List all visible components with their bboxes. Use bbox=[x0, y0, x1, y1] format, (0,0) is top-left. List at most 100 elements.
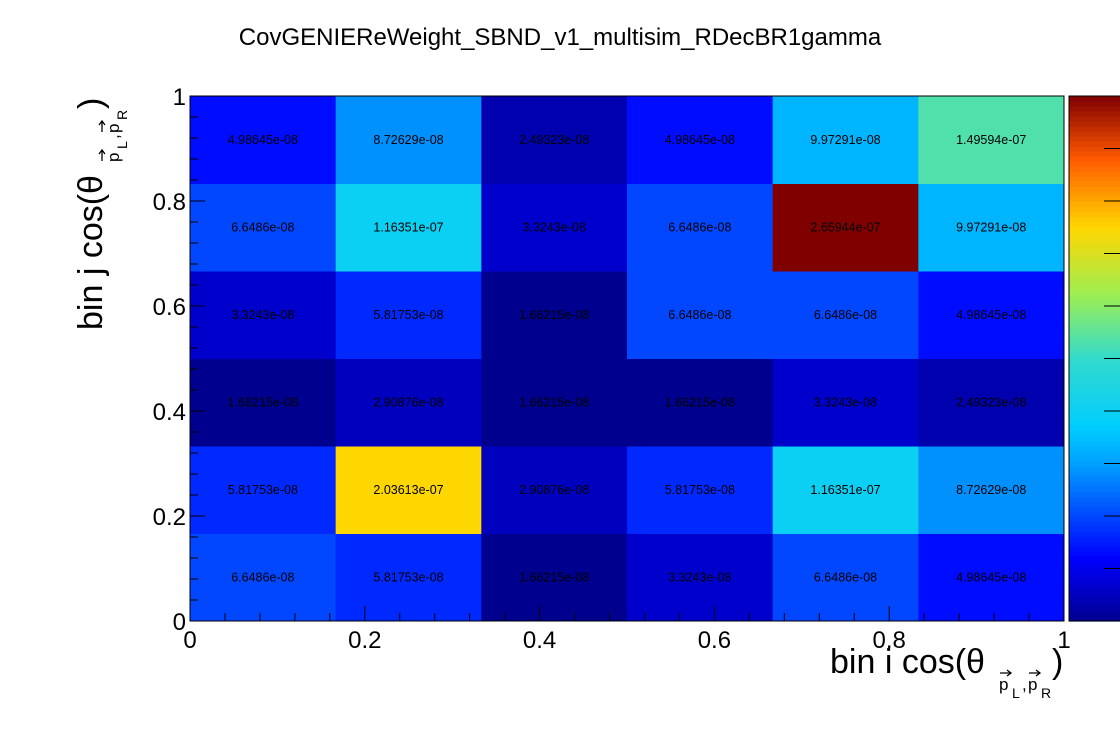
heatmap-cell bbox=[190, 271, 337, 359]
cell-value-label: 8.72629e-08 bbox=[373, 133, 443, 147]
heatmap-cell bbox=[335, 183, 482, 272]
y-axis-label-main: bin j cos(θ bbox=[72, 175, 110, 330]
color-scale-frame bbox=[1068, 95, 1120, 622]
cell-value-label: 1.16351e-07 bbox=[810, 483, 880, 497]
cell-value-label: 1.66215e-08 bbox=[519, 395, 589, 409]
color-scale-step bbox=[1069, 136, 1120, 142]
color-scale-step bbox=[1069, 226, 1120, 232]
color-scale-step bbox=[1069, 171, 1120, 177]
color-scale-step bbox=[1069, 521, 1120, 527]
cell-value-label: 5.81753e-08 bbox=[665, 483, 735, 497]
plot-frame bbox=[189, 95, 1065, 622]
heatmap-cell bbox=[772, 446, 919, 534]
color-scale-step bbox=[1069, 486, 1120, 492]
cell-value-label: 1.66215e-08 bbox=[228, 395, 298, 409]
color-scale-step bbox=[1069, 156, 1120, 162]
color-scale-step bbox=[1069, 261, 1120, 267]
color-scale-step bbox=[1069, 116, 1120, 122]
heatmap-cell bbox=[627, 446, 774, 534]
heatmap-cell bbox=[918, 533, 1065, 622]
heatmap-cell bbox=[772, 271, 919, 359]
color-scale-step bbox=[1069, 356, 1120, 362]
color-scale-step bbox=[1069, 376, 1120, 382]
x-axis-sub-l: L bbox=[1012, 685, 1020, 701]
color-scale-step bbox=[1069, 571, 1120, 577]
heatmap-cell bbox=[481, 446, 628, 534]
heatmap-cell bbox=[918, 96, 1065, 184]
color-scale-step bbox=[1069, 401, 1120, 407]
heatmap-cell bbox=[335, 358, 482, 447]
heatmap-cell-labels: 6.6486e-08 5.81753e-08 1.66215e-08 3.3243e-… bbox=[228, 133, 1027, 585]
color-scale-step bbox=[1069, 241, 1120, 247]
color-scale-step bbox=[1069, 391, 1120, 397]
color-scale-step bbox=[1069, 541, 1120, 547]
y-axis-sub-p2: p bbox=[104, 124, 123, 133]
color-scale-step bbox=[1069, 146, 1120, 152]
heatmap-cells bbox=[190, 96, 1065, 622]
color-scale-step bbox=[1069, 336, 1120, 342]
color-scale-step bbox=[1069, 126, 1120, 132]
cell-value-label: 6.6486e-08 bbox=[231, 570, 294, 584]
color-scale-step bbox=[1069, 246, 1120, 252]
color-scale-step bbox=[1069, 211, 1120, 217]
y-vector-arrow-icon bbox=[98, 148, 106, 161]
cell-value-label: 5.81753e-08 bbox=[373, 570, 443, 584]
heatmap-cell bbox=[918, 446, 1065, 534]
color-scale-step bbox=[1069, 96, 1120, 102]
cell-value-label: 2.90876e-08 bbox=[373, 395, 443, 409]
cell-value-label: 4.98645e-08 bbox=[228, 133, 298, 147]
y-axis-sub-p1: p bbox=[104, 153, 123, 162]
color-scale-step bbox=[1069, 591, 1120, 597]
cell-value-label: 6.6486e-08 bbox=[668, 308, 731, 322]
heatmap-cell bbox=[918, 183, 1065, 272]
cell-value-label: 4.98645e-08 bbox=[956, 308, 1026, 322]
color-scale-step bbox=[1069, 531, 1120, 537]
heatmap-cell bbox=[481, 358, 628, 447]
y-axis-sub-l: L bbox=[114, 141, 130, 149]
color-scale-step bbox=[1069, 341, 1120, 347]
x-axis-sub-p1: p bbox=[999, 675, 1008, 694]
color-scale-step bbox=[1069, 206, 1120, 212]
cell-value-label: 8.72629e-08 bbox=[956, 483, 1026, 497]
color-scale-step bbox=[1069, 411, 1120, 417]
cell-value-label: 2.49323e-08 bbox=[519, 133, 589, 147]
color-scale-step bbox=[1069, 576, 1120, 582]
heatmap-cell bbox=[772, 96, 919, 184]
color-scale-ticks bbox=[1104, 95, 1120, 622]
color-scale-step bbox=[1069, 481, 1120, 487]
heatmap-cell bbox=[772, 183, 919, 272]
color-scale-step bbox=[1069, 446, 1120, 452]
y-axis-sub-comma: , bbox=[104, 134, 123, 139]
color-scale-step bbox=[1069, 466, 1120, 472]
heatmap-cell bbox=[481, 533, 628, 622]
color-scale-step bbox=[1069, 201, 1120, 207]
color-scale-step bbox=[1069, 461, 1120, 467]
x-vector-arrow-icon bbox=[1000, 669, 1013, 677]
x-axis-sub-p2: p bbox=[1028, 675, 1037, 694]
color-scale-step bbox=[1069, 306, 1120, 312]
color-scale-step bbox=[1069, 601, 1120, 607]
heatmap-cell bbox=[772, 533, 919, 622]
y-tick-label: 0.8 bbox=[153, 189, 186, 216]
x-tick-label: 0.6 bbox=[698, 627, 731, 654]
color-scale-step bbox=[1069, 351, 1120, 357]
cell-value-label: 3.3243e-08 bbox=[523, 220, 586, 234]
color-scale-step bbox=[1069, 506, 1120, 512]
color-scale-step bbox=[1069, 371, 1120, 377]
color-scale-step bbox=[1069, 161, 1120, 167]
y-tick-labels: 0 0.2 0.4 0.6 0.8 1 bbox=[153, 84, 186, 636]
cell-value-label: 6.6486e-08 bbox=[814, 570, 877, 584]
x-tick-label: 1 bbox=[1057, 627, 1070, 654]
color-scale-step bbox=[1069, 276, 1120, 282]
chart-title: CovGENIEReWeight_SBND_v1_multisim_RDecBR… bbox=[239, 24, 882, 51]
heatmap-cell bbox=[335, 446, 482, 534]
color-scale-step bbox=[1069, 491, 1120, 497]
y-tick-label: 0 bbox=[173, 609, 186, 636]
heatmap-cell bbox=[190, 96, 337, 184]
heatmap-cell bbox=[627, 358, 774, 447]
heatmap-cell bbox=[772, 358, 919, 447]
x-vector-arrow-icon-2 bbox=[1029, 669, 1042, 677]
color-scale-step bbox=[1069, 496, 1120, 502]
color-scale-step bbox=[1069, 296, 1120, 302]
cell-value-label: 2.90876e-08 bbox=[519, 483, 589, 497]
